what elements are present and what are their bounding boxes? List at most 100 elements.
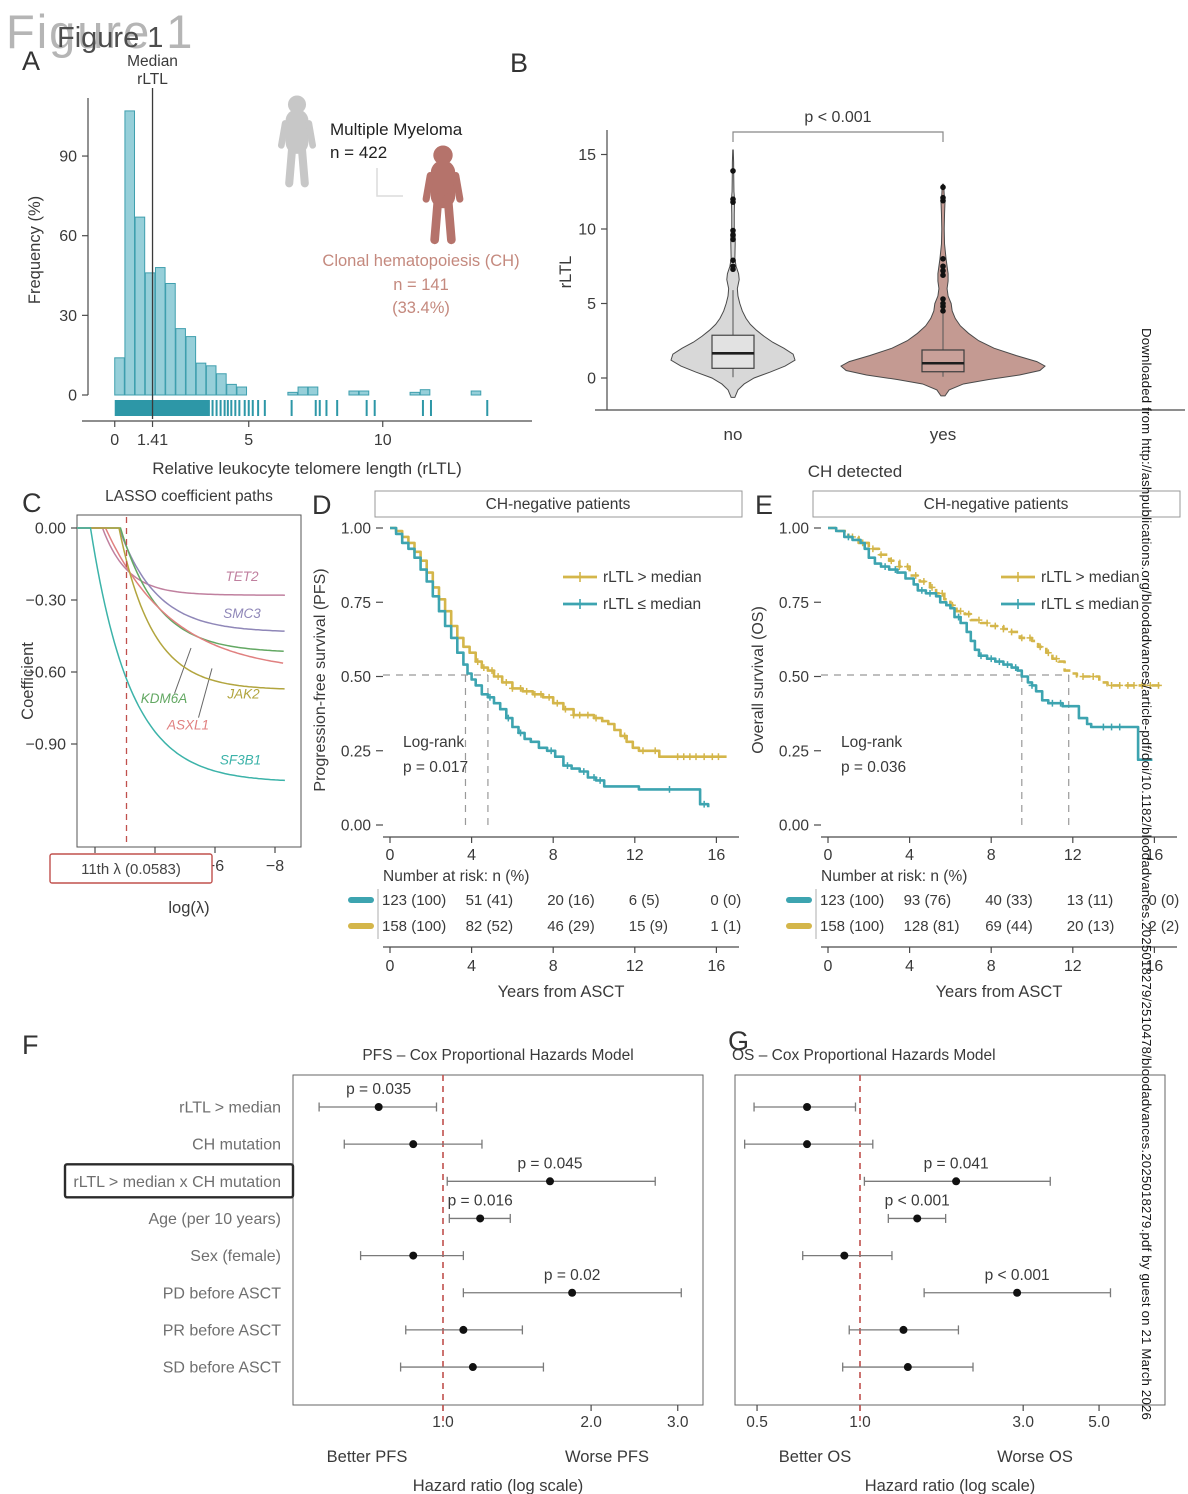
svg-text:12: 12 (1064, 847, 1082, 864)
svg-text:8: 8 (549, 958, 558, 975)
svg-text:40 (33): 40 (33) (985, 892, 1033, 909)
svg-text:rLTL > median x CH mutation: rLTL > median x CH mutation (73, 1174, 281, 1191)
svg-text:51 (41): 51 (41) (466, 892, 514, 909)
svg-text:158 (100): 158 (100) (382, 918, 446, 935)
svg-text:−0.90: −0.90 (26, 737, 67, 754)
svg-text:0: 0 (68, 388, 77, 405)
svg-text:Worse OS: Worse OS (997, 1448, 1073, 1466)
svg-text:Years from ASCT: Years from ASCT (498, 983, 625, 1001)
svg-text:0.00: 0.00 (35, 521, 66, 538)
svg-text:8: 8 (549, 847, 558, 864)
svg-text:rLTL ≤ median: rLTL ≤ median (1041, 596, 1139, 613)
svg-text:15: 15 (578, 147, 596, 164)
svg-text:p < 0.001: p < 0.001 (885, 1192, 950, 1209)
svg-text:n = 141: n = 141 (393, 276, 449, 294)
svg-text:0: 0 (824, 958, 833, 975)
panel-label-e: E (755, 490, 774, 520)
svg-text:158 (100): 158 (100) (820, 918, 884, 935)
svg-text:5: 5 (244, 432, 253, 449)
svg-text:15 (9): 15 (9) (629, 918, 668, 935)
svg-text:JAK2: JAK2 (226, 686, 260, 701)
svg-text:p = 0.041: p = 0.041 (924, 1155, 989, 1172)
panel-d-km-pfs-chart: CH-negative patients 0.00 0.25 0.50 0.75 1.00… (312, 490, 743, 1001)
svg-text:Sex (female): Sex (female) (190, 1248, 281, 1265)
svg-text:0.00: 0.00 (341, 818, 372, 835)
svg-text:0.00: 0.00 (779, 818, 810, 835)
svg-text:16: 16 (1146, 958, 1164, 975)
svg-text:Years from ASCT: Years from ASCT (936, 983, 1063, 1001)
svg-text:1.00: 1.00 (779, 521, 810, 538)
svg-text:log(λ): log(λ) (168, 899, 209, 917)
figure-title-ghost: Figure 1 (6, 5, 195, 58)
svg-text:2.0: 2.0 (580, 1414, 602, 1431)
svg-text:Overall survival (OS): Overall survival (OS) (750, 606, 767, 754)
svg-text:0.75: 0.75 (341, 595, 371, 612)
panel-a-histogram-chart: 0 30 60 90 0 1.41 5 10 Relative leukocyte telome… (26, 53, 532, 478)
svg-text:1 (1): 1 (1) (710, 918, 741, 935)
svg-text:Hazard ratio (log scale): Hazard ratio (log scale) (865, 1477, 1036, 1494)
svg-text:90: 90 (59, 149, 77, 166)
svg-text:p = 0.045: p = 0.045 (517, 1155, 582, 1172)
svg-text:1.00: 1.00 (341, 521, 372, 538)
svg-text:−0.30: −0.30 (26, 593, 67, 610)
svg-text:Better OS: Better OS (779, 1448, 851, 1466)
svg-text:CH mutation: CH mutation (192, 1137, 281, 1154)
svg-text:30: 30 (59, 308, 77, 325)
svg-text:Frequency (%): Frequency (%) (26, 196, 44, 304)
svg-text:no: no (724, 425, 743, 444)
svg-text:p = 0.02: p = 0.02 (544, 1267, 600, 1284)
svg-text:5.0: 5.0 (1088, 1414, 1110, 1431)
svg-text:2 (2): 2 (2) (1148, 918, 1179, 935)
svg-text:SD before ASCT: SD before ASCT (163, 1360, 282, 1377)
svg-text:TET2: TET2 (225, 569, 258, 584)
svg-text:4: 4 (467, 958, 476, 975)
svg-text:CH detected: CH detected (808, 462, 903, 481)
panel-label-f: F (22, 1030, 39, 1060)
svg-text:ASXL1: ASXL1 (166, 718, 209, 733)
svg-text:0.25: 0.25 (779, 743, 809, 760)
svg-text:3.0: 3.0 (1012, 1414, 1034, 1431)
panel-label-g: G (728, 1026, 750, 1056)
svg-text:(33.4%): (33.4%) (392, 299, 450, 317)
svg-text:11th λ (0.0583): 11th λ (0.0583) (81, 861, 181, 878)
svg-text:Worse PFS: Worse PFS (565, 1448, 649, 1466)
svg-text:Relative leukocyte telomere le: Relative leukocyte telomere length (rLTL… (152, 459, 462, 478)
panel-label-a: A (22, 46, 41, 76)
svg-text:rLTL > median: rLTL > median (1041, 569, 1140, 586)
watermark-text: Downloaded from http://ashpublications.o… (1139, 328, 1154, 1421)
svg-text:Number at risk: n (%): Number at risk: n (%) (821, 868, 967, 885)
svg-text:Age (per 10 years): Age (per 10 years) (148, 1211, 281, 1228)
svg-text:0.25: 0.25 (341, 743, 371, 760)
svg-text:4: 4 (905, 958, 914, 975)
svg-text:rLTL: rLTL (557, 256, 575, 289)
svg-text:PD before ASCT: PD before ASCT (163, 1285, 282, 1302)
svg-text:CH-negative patients: CH-negative patients (486, 496, 631, 513)
svg-text:20 (13): 20 (13) (1067, 918, 1115, 935)
svg-text:p = 0.017: p = 0.017 (403, 759, 468, 776)
svg-text:p < 0.001: p < 0.001 (985, 1267, 1050, 1284)
svg-text:Clonal hematopoiesis (CH): Clonal hematopoiesis (CH) (322, 252, 519, 270)
svg-text:16: 16 (708, 958, 726, 975)
svg-text:12: 12 (1064, 958, 1082, 975)
svg-text:−8: −8 (266, 858, 284, 875)
svg-text:123 (100): 123 (100) (382, 892, 446, 909)
svg-text:−0.60: −0.60 (26, 665, 67, 682)
svg-text:SF3B1: SF3B1 (220, 752, 261, 767)
svg-text:PR before ASCT: PR before ASCT (163, 1322, 282, 1339)
svg-text:16: 16 (1146, 847, 1164, 864)
panel-label-c: C (22, 488, 42, 518)
svg-text:0.5: 0.5 (746, 1414, 768, 1431)
svg-text:0 (0): 0 (0) (1148, 892, 1179, 909)
svg-text:3.0: 3.0 (667, 1414, 689, 1431)
svg-text:0 (0): 0 (0) (710, 892, 741, 909)
svg-text:12: 12 (626, 847, 644, 864)
svg-text:Number at risk: n (%): Number at risk: n (%) (383, 868, 529, 885)
svg-text:p = 0.036: p = 0.036 (841, 759, 906, 776)
svg-text:1.0: 1.0 (432, 1414, 454, 1431)
svg-text:123 (100): 123 (100) (820, 892, 884, 909)
svg-text:0: 0 (386, 847, 395, 864)
svg-text:6 (5): 6 (5) (629, 892, 660, 909)
svg-text:4: 4 (905, 847, 914, 864)
svg-text:CH-negative patients: CH-negative patients (924, 496, 1069, 513)
